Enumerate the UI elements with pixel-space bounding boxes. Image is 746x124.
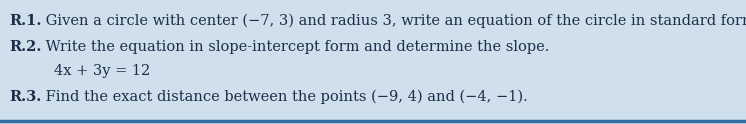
- Text: Given a circle with center (−7, 3) and radius 3, write an equation of the circle: Given a circle with center (−7, 3) and r…: [41, 14, 746, 28]
- Text: Write the equation in slope-intercept form and determine the slope.: Write the equation in slope-intercept fo…: [41, 40, 550, 54]
- Text: R.1.: R.1.: [9, 14, 41, 28]
- Text: R.3.: R.3.: [9, 90, 41, 104]
- Text: Find the exact distance between the points (−9, 4) and (−4, −1).: Find the exact distance between the poin…: [41, 90, 528, 104]
- Text: R.2.: R.2.: [9, 40, 41, 54]
- Text: 4x + 3y = 12: 4x + 3y = 12: [54, 64, 150, 78]
